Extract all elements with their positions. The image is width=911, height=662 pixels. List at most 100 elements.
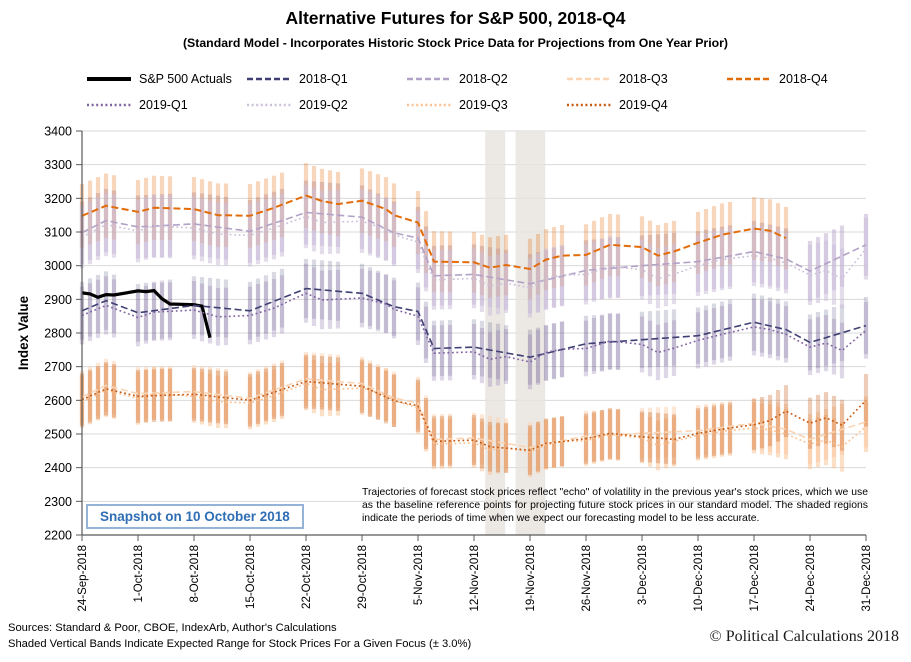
y-tick-label: 3100: [44, 226, 72, 240]
legend: S&P 500 Actuals 2018-Q1 2018-Q2 2018-Q3 2018…: [86, 66, 898, 118]
band-2019-q1: [447, 325, 453, 381]
band-2018-q1: [503, 325, 509, 381]
band-2019-q4: [279, 363, 285, 417]
band-2019-q4: [695, 408, 701, 459]
band-2018-q1: [271, 272, 277, 331]
gridlines: [82, 130, 866, 502]
band-2019-q2: [415, 211, 421, 274]
band-2019-q2: [383, 197, 389, 261]
page-subtitle: (Standard Model - Incorporates Historic …: [182, 36, 729, 50]
x-tick-label: 15-Oct-2018: [245, 545, 257, 609]
band-2019-q3: [751, 402, 757, 454]
band-2019-q4: [159, 369, 165, 422]
band-2019-q1: [167, 282, 173, 341]
bands-note: Shaded Vertical Bands Indicate Expected …: [8, 638, 472, 650]
band-2019-q3: [319, 363, 325, 417]
band-2018-q1: [279, 268, 285, 328]
y-tick-label: 2300: [44, 495, 72, 509]
x-tick-label: 31-Dec-2018: [861, 545, 873, 611]
legend-label-2018-q4: 2018-Q4: [779, 72, 828, 86]
band-2019-q4: [639, 411, 645, 462]
band-2019-q4: [783, 385, 789, 438]
y-tick-label: 3300: [44, 158, 72, 172]
band-2019-q1: [247, 286, 253, 345]
band-2019-q1: [335, 269, 341, 329]
x-tick-label: 24-Dec-2018: [805, 545, 817, 611]
band-2019-q2: [695, 235, 701, 296]
band-2019-q1: [591, 318, 597, 374]
x-tick-label: 1-Oct-2018: [133, 545, 145, 603]
band-2019-q1: [759, 299, 765, 357]
band-2019-q2: [487, 256, 493, 316]
legend-swatch-2019-q1: [87, 103, 131, 107]
x-tick-label: 29-Oct-2018: [357, 545, 369, 609]
band-2019-q1: [503, 329, 509, 385]
band-2019-q3: [159, 367, 165, 421]
legend-label-2019-q3: 2019-Q3: [459, 98, 508, 112]
band-2019-q4: [647, 412, 653, 463]
band-2019-q4: [471, 415, 477, 466]
band-2019-q3: [503, 422, 509, 473]
legend-item-2018-q1: 2018-Q1: [246, 66, 406, 92]
legend-label-2019-q4: 2019-Q4: [619, 98, 668, 112]
band-2019-q2: [159, 194, 165, 258]
legend-swatch-2019-q3: [407, 103, 451, 107]
band-2019-q1: [471, 324, 477, 380]
band-2019-q2: [591, 241, 597, 302]
band-2019-q1: [703, 310, 709, 367]
x-tick-label: 26-Nov-2018: [581, 545, 593, 611]
y-axis-title: Index Value: [16, 295, 31, 370]
band-2019-q3: [639, 412, 645, 464]
band-2019-q4: [415, 379, 421, 432]
x-tick-label: 17-Dec-2018: [749, 545, 761, 611]
band-2019-q1: [535, 329, 541, 385]
band-2019-q3: [303, 356, 309, 411]
band-2019-q4: [431, 416, 437, 467]
band-2019-q4: [839, 399, 845, 451]
band-2019-q4: [151, 369, 157, 423]
band-2019-q1: [487, 331, 493, 387]
band-2019-q1: [751, 298, 757, 356]
band-2019-q1: [111, 279, 117, 338]
band-2018-q1: [135, 283, 141, 342]
band-2019-q3: [95, 367, 101, 421]
legend-swatch-sp500-actuals: [87, 77, 131, 81]
y-tick-label: 2600: [44, 394, 72, 408]
x-tick-label: 22-Oct-2018: [301, 545, 313, 609]
band-2019-q1: [423, 306, 429, 363]
band-2019-q1: [255, 284, 261, 342]
band-2019-q1: [823, 315, 829, 372]
band-2019-q4: [111, 364, 117, 418]
legend-label-2019-q1: 2019-Q1: [139, 98, 188, 112]
band-2019-q2: [831, 244, 837, 305]
band-2019-q4: [759, 397, 765, 449]
series-line-2019-q2: [81, 215, 867, 289]
band-2019-q2: [471, 248, 477, 309]
band-2019-q1: [391, 280, 397, 339]
legend-item-2019-q3: 2019-Q3: [406, 92, 566, 118]
legend-item-2018-q4: 2018-Q4: [726, 66, 886, 92]
band-2019-q3: [703, 408, 709, 460]
band-2019-q2: [663, 246, 669, 307]
band-2019-q2: [711, 231, 717, 292]
legend-item-2019-q1: 2019-Q1: [86, 92, 246, 118]
band-2019-q3: [647, 416, 653, 467]
legend-swatch-2018-q3: [567, 77, 611, 81]
legend-item-2018-q3: 2018-Q3: [566, 66, 726, 92]
band-2019-q4: [255, 371, 261, 424]
band-2019-q3: [807, 419, 813, 470]
band-2018-q1: [439, 320, 445, 376]
band-2019-q2: [823, 240, 829, 301]
band-2019-q1: [815, 317, 821, 373]
band-2019-q4: [215, 370, 221, 424]
legend-item-sp500-actuals: S&P 500 Actuals: [86, 66, 246, 92]
band-2019-q1: [839, 322, 845, 379]
x-tick-label: 10-Dec-2018: [693, 545, 705, 611]
band-2019-q2: [807, 245, 813, 306]
band-2019-q3: [431, 419, 437, 470]
band-2019-q3: [415, 381, 421, 434]
band-2019-q1: [439, 325, 445, 381]
band-2019-q4: [223, 371, 229, 425]
band-2019-q1: [87, 283, 93, 341]
